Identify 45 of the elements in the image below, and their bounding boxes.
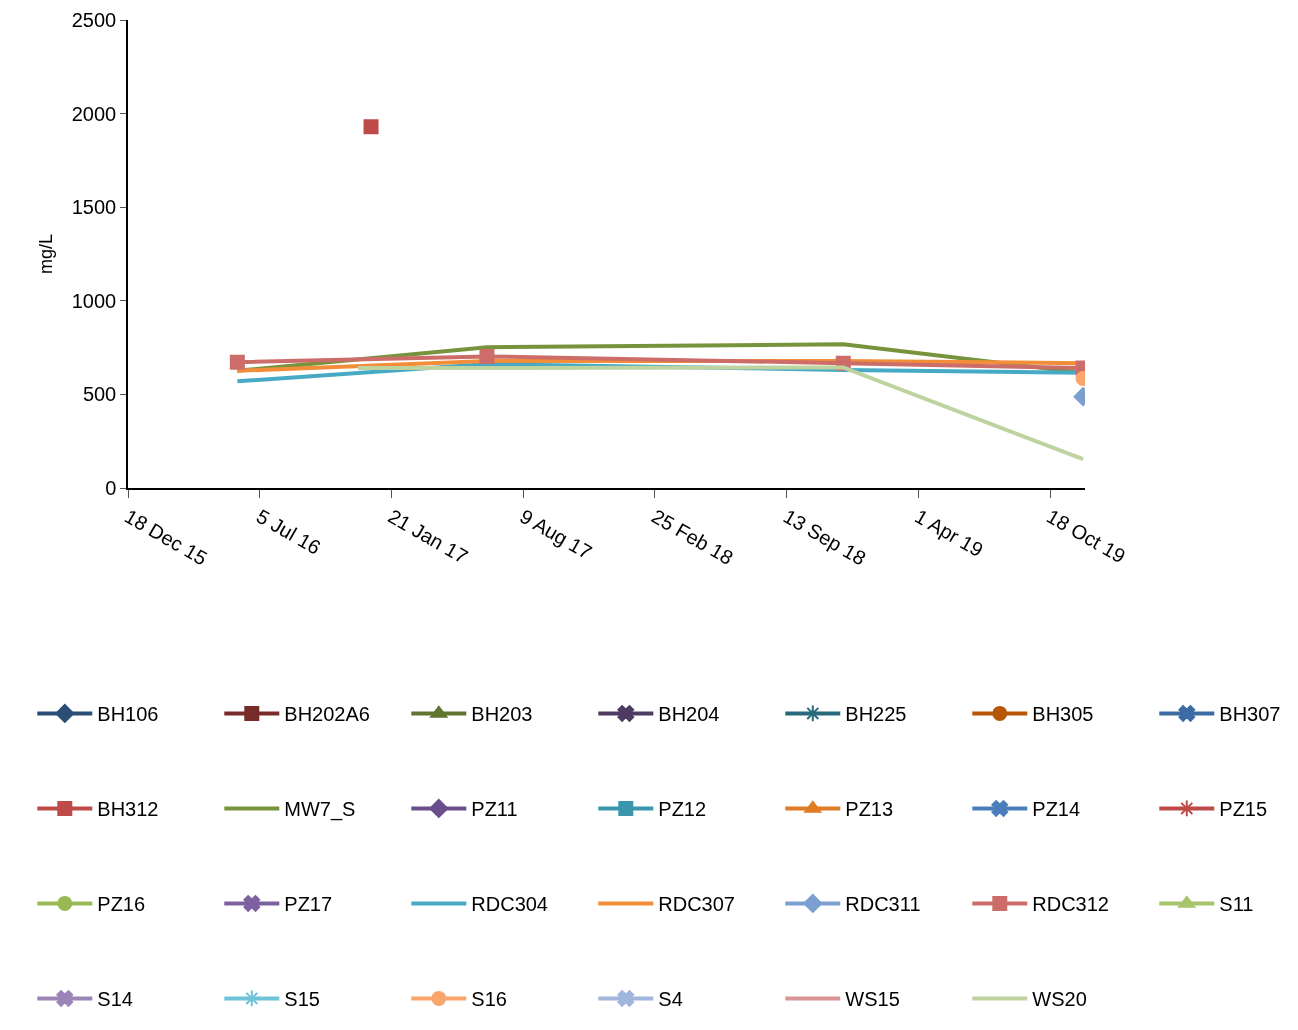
- legend-label: WS15: [845, 988, 900, 1011]
- legend-label: BH312: [97, 798, 159, 821]
- point: [229, 354, 245, 370]
- legend-label: BH106: [97, 703, 159, 726]
- x-tick-label: 21 Jan 17: [384, 504, 472, 568]
- x-tick-label: 5 Jul 16: [252, 504, 325, 559]
- legend-label: BH204: [658, 703, 720, 726]
- legend-label: PZ13: [845, 798, 894, 821]
- legend-label: BH305: [1032, 703, 1094, 726]
- legend-label: RDC307: [658, 893, 735, 916]
- y-tick-label: 1000: [71, 289, 117, 312]
- legend-label: S4: [658, 988, 683, 1011]
- legend-label: BH225: [845, 703, 907, 726]
- x-tick-label: 13 Sep 18: [779, 504, 870, 570]
- y-tick-label: 1500: [71, 196, 117, 219]
- legend-label: BH307: [1219, 703, 1281, 726]
- x-tick-label: 18 Dec 15: [121, 504, 211, 570]
- y-tick-label: 500: [82, 383, 117, 406]
- legend-label: RDC304: [471, 893, 548, 916]
- legend-label: PZ14: [1032, 798, 1081, 821]
- legend-label: PZ11: [471, 798, 518, 821]
- y-axis-title: mg/L: [36, 233, 57, 275]
- x-tick-label: 1 Apr 19: [911, 504, 987, 562]
- legend-label: WS20: [1032, 988, 1087, 1011]
- legend-label: BH203: [471, 703, 533, 726]
- x-tick-label: 9 Aug 17: [516, 504, 596, 564]
- point: [479, 348, 495, 364]
- legend-label: PZ16: [97, 893, 146, 916]
- legend-label: S16: [471, 988, 507, 1011]
- legend-label: PZ17: [284, 893, 333, 916]
- legend-label: RDC312: [1032, 893, 1109, 916]
- legend-label: S15: [284, 988, 320, 1011]
- x-tick-label: 25 Feb 18: [647, 504, 737, 569]
- y-tick-label: 0: [105, 477, 117, 499]
- legend-label: PZ12: [658, 798, 707, 821]
- legend-label: RDC311: [845, 893, 921, 916]
- y-tick-label: 2500: [71, 9, 117, 31]
- legend-label: BH202A6: [284, 703, 370, 726]
- legend-label: S11: [1219, 893, 1254, 916]
- point: [363, 119, 379, 135]
- x-tick-label: 18 Oct 19: [1043, 504, 1130, 568]
- legend-label: S14: [97, 988, 133, 1011]
- legend-label: MW7_S: [284, 798, 356, 822]
- legend-label: PZ15: [1219, 798, 1268, 821]
- y-tick-label: 2000: [71, 102, 117, 125]
